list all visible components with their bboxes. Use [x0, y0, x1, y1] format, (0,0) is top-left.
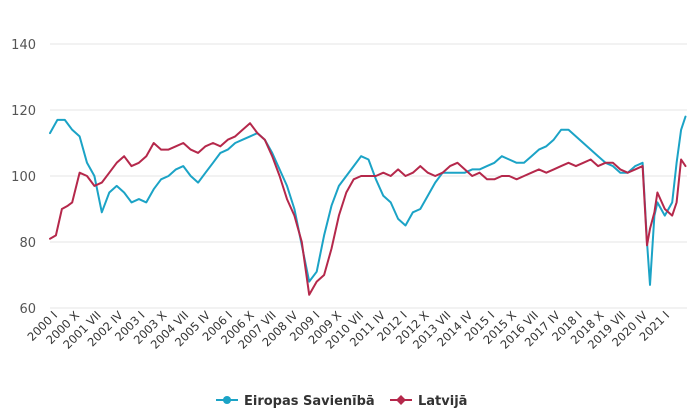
- legend-item-eu[interactable]: Eiropas Savienībā: [216, 394, 375, 409]
- series-line-latvia[interactable]: [49, 122, 687, 296]
- legend-marker-latvia: [396, 395, 406, 405]
- legend-label-latvia: Latvijā: [418, 394, 467, 409]
- y-axis: 60 80 100 120 140: [11, 38, 36, 317]
- legend-marker-eu: [223, 396, 231, 404]
- series-line-eu[interactable]: [49, 115, 687, 286]
- legend[interactable]: Eiropas Savienībā Latvijā: [216, 394, 467, 409]
- y-tick-label: 60: [19, 302, 36, 317]
- series-lines: [49, 115, 687, 296]
- y-tick-label: 140: [11, 38, 36, 53]
- y-tick-label: 120: [11, 104, 36, 119]
- legend-item-latvia[interactable]: Latvijā: [390, 394, 467, 409]
- legend-label-eu: Eiropas Savienībā: [244, 394, 375, 409]
- y-tick-label: 100: [11, 170, 36, 185]
- y-tick-label: 80: [19, 236, 36, 251]
